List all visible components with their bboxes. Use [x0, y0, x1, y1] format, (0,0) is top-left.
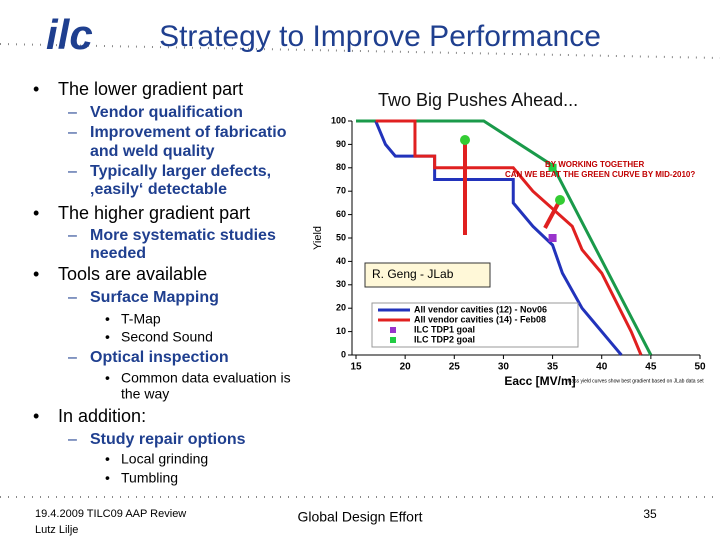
y-tick-label: 80	[336, 162, 346, 172]
series-line	[374, 120, 623, 356]
bullet-text: In addition:	[58, 406, 146, 426]
bullet-text: Study repair options	[90, 431, 246, 448]
y-tick-label: 90	[336, 139, 346, 149]
goal-point	[548, 234, 557, 242]
y-tick-label: 40	[336, 256, 346, 266]
arrow-head	[555, 195, 565, 205]
y-tick-label: 60	[336, 209, 346, 219]
legend-label: All vendor cavities (14) - Feb08	[414, 314, 546, 324]
bullet-marker: •	[33, 264, 39, 284]
bullet-marker: •	[105, 370, 110, 386]
bullet-marker: •	[105, 470, 110, 486]
x-tick-label: 30	[498, 362, 510, 373]
series-line	[375, 119, 643, 356]
y-tick-label: 30	[336, 279, 346, 289]
bullet-marker: –	[68, 124, 77, 141]
y-tick-label: 20	[336, 303, 346, 313]
credit: R. Geng - JLab	[372, 267, 454, 281]
credit-box	[364, 262, 491, 288]
legend-swatch	[390, 337, 396, 343]
bullet-text: the way	[121, 386, 169, 402]
legend-label: ILC TDP1 goal	[414, 324, 475, 334]
y-tick-label: 10	[336, 326, 346, 336]
bullet-marker: –	[68, 289, 77, 306]
bullet-text: The lower gradient part	[58, 79, 243, 99]
x-tick-label: 40	[596, 362, 608, 373]
bullet-text: Common data evaluation is	[121, 370, 291, 386]
bullet-text: Vendor qualification	[90, 104, 243, 121]
footnote: Pass yield curves show best gradient bas…	[568, 378, 704, 384]
bullet-text: Second Sound	[121, 329, 213, 345]
x-axis-label: Eacc [MV/m]	[504, 374, 575, 388]
top-rule	[0, 43, 720, 59]
bullet-marker: •	[105, 329, 110, 345]
bullet-text: Local grinding	[121, 451, 208, 467]
chart-title: Two Big Pushes Ahead...	[378, 90, 578, 110]
legend-swatch	[390, 327, 396, 333]
bullet-marker: –	[68, 431, 77, 448]
bullet-text: Tools are available	[58, 264, 207, 284]
x-tick-label: 20	[400, 362, 412, 373]
bullet-text: Tumbling	[121, 470, 178, 486]
page-number: 35	[643, 507, 657, 521]
y-tick-label: 100	[331, 115, 346, 125]
legend-label: All vendor cavities (12) - Nov06	[414, 304, 547, 314]
bullet-marker: –	[68, 163, 77, 180]
chart: Two Big Pushes Ahead... Yield Eacc [MV/m] 0…	[312, 84, 720, 402]
bullet-text: and weld quality	[90, 143, 215, 160]
bullet-list: • The lower gradient part– Vendor qualific…	[33, 79, 291, 486]
annotation: BY WORKING TOGETHER	[545, 160, 644, 169]
bullet-text: Improvement of fabricatio	[90, 124, 287, 141]
bullet-text: Surface Mapping	[90, 289, 219, 306]
y-tick-label: 0	[341, 349, 346, 359]
goal-point	[548, 163, 557, 172]
bullet-text: More systematic studies	[90, 227, 276, 244]
bullet-marker: •	[105, 451, 110, 467]
slide-title: Strategy to Improve Performance	[159, 20, 601, 53]
footer-date: 19.4.2009 TILC09 AAP Review	[35, 508, 186, 520]
y-tick-label: 70	[336, 186, 346, 196]
series-line	[356, 119, 653, 356]
arrow	[543, 199, 562, 229]
bullet-text: ‚easily‘ detectable	[90, 181, 227, 198]
bullet-marker: •	[33, 203, 39, 223]
bullet-marker: –	[68, 104, 77, 121]
x-tick-label: 50	[694, 362, 706, 373]
bullet-text: T-Map	[121, 311, 161, 327]
y-axis-label: Yield	[312, 226, 324, 250]
bullet-marker: •	[105, 311, 110, 327]
bullet-marker: –	[68, 227, 77, 244]
bullet-marker: •	[33, 406, 39, 426]
y-tick-label: 50	[336, 232, 346, 242]
bullet-text: Optical inspection	[90, 349, 229, 366]
bullet-text: Typically larger defects,	[90, 163, 271, 180]
legend-label: ILC TDP2 goal	[414, 334, 475, 344]
bullet-marker: •	[33, 79, 39, 99]
logo: ilc	[46, 11, 93, 58]
footer-author: Lutz Lilje	[35, 524, 78, 536]
arrow-head	[460, 135, 470, 145]
bullet-text: needed	[90, 245, 146, 262]
x-tick-label: 25	[449, 362, 461, 373]
chart-background	[318, 84, 720, 402]
x-tick-label: 15	[350, 362, 362, 373]
annotation: CAN WE BEAT THE GREEN CURVE BY MID-2010?	[505, 170, 695, 179]
bullet-text: The higher gradient part	[58, 203, 250, 223]
x-tick-label: 35	[547, 362, 559, 373]
bullet-marker: –	[68, 349, 77, 366]
footer-center: Global Design Effort	[297, 509, 422, 525]
x-tick-label: 45	[645, 362, 657, 373]
